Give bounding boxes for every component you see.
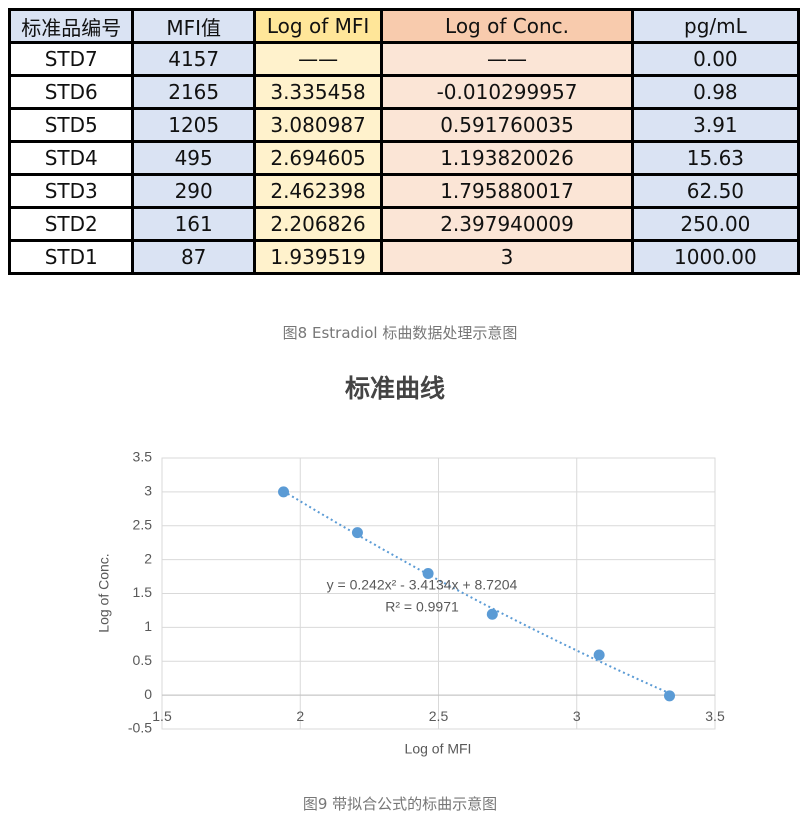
- table-row-cell: STD6: [7, 74, 135, 110]
- table-row-cell: 3.335458: [252, 74, 384, 110]
- table-row-cell: 250.00: [630, 206, 800, 242]
- table-row-cell: STD2: [7, 206, 135, 242]
- table-row-cell: STD4: [7, 140, 135, 176]
- table-row-cell: 2.462398: [252, 173, 384, 209]
- x-tick-label: 3: [573, 708, 581, 724]
- data-point: [593, 649, 605, 661]
- table-row-cell: STD1: [7, 239, 135, 275]
- table-row-cell: 2165: [131, 74, 256, 110]
- table-row: STD2 161 2.206826 2.397940009 250.00: [7, 206, 800, 242]
- table-row-cell: 87: [131, 239, 256, 275]
- table-row-cell: 1205: [131, 107, 256, 143]
- data-table: 标准品编号 MFI值 Log of MFI Log of Conc. pg/mL STD7…: [7, 8, 800, 275]
- x-tick-label: 2.5: [429, 708, 449, 724]
- trendline-r2: R² = 0.9971: [385, 599, 459, 615]
- header-row-cell: pg/mL: [630, 8, 800, 44]
- table-row-cell: -0.010299957: [380, 74, 634, 110]
- table-row-cell: 0.591760035: [380, 107, 634, 143]
- y-tick-label: 0.5: [133, 652, 153, 668]
- table-row-cell: ——: [252, 41, 384, 77]
- y-tick-label: 2: [144, 550, 152, 566]
- y-tick-label: 1: [144, 618, 152, 634]
- table-row: STD7 4157 —— —— 0.00: [7, 41, 800, 77]
- table-row-cell: 1.939519: [252, 239, 384, 275]
- table-row-cell: 290: [131, 173, 256, 209]
- chart-caption: 图9 带拟合公式的标曲示意图: [302, 795, 498, 813]
- chart: 标准曲线 Log of MFI Log of Conc. -0.5 0 0.5 1 1.…: [96, 374, 725, 757]
- data-point: [351, 527, 363, 539]
- table-row-cell: 2.397940009: [380, 206, 634, 242]
- table-row-cell: STD3: [7, 173, 135, 209]
- table-caption: 图8 Estradiol 标曲数据处理示意图: [282, 324, 518, 342]
- x-tick-label: 1.5: [152, 708, 172, 724]
- table-row-cell: 2.694605: [252, 140, 384, 176]
- chart-title: 标准曲线: [345, 374, 445, 403]
- trendline-equation: y = 0.242x² - 3.4134x + 8.7204: [327, 577, 518, 593]
- y-tick-label: 0: [144, 686, 152, 702]
- y-tick-label: 3: [144, 483, 152, 499]
- trendline: [282, 490, 670, 695]
- y-tick-label: 2.5: [133, 516, 153, 532]
- header-row-cell: 标准品编号: [7, 8, 135, 44]
- data-point: [664, 690, 676, 702]
- table-row: STD3 290 2.462398 1.795880017 62.50: [7, 173, 800, 209]
- table-row-cell: 62.50: [630, 173, 800, 209]
- data-point: [486, 608, 498, 620]
- header-row-cell: Log of MFI: [252, 8, 384, 44]
- table-row-cell: 3.91: [630, 107, 800, 143]
- x-tick-label: 2: [296, 708, 304, 724]
- data-point: [422, 567, 434, 579]
- table-row-cell: 161: [131, 206, 256, 242]
- table-row-cell: 1.795880017: [380, 173, 634, 209]
- table-row: STD5 1205 3.080987 0.591760035 3.91: [7, 107, 800, 143]
- table-row-cell: 0.00: [630, 41, 800, 77]
- table-row-cell: 1000.00: [630, 239, 800, 275]
- table-row-cell: 0.98: [630, 74, 800, 110]
- table-row-cell: 4157: [131, 41, 256, 77]
- header-row-cell: MFI值: [131, 8, 256, 44]
- table-row-cell: 495: [131, 140, 256, 176]
- header-row: 标准品编号 MFI值 Log of MFI Log of Conc. pg/mL: [7, 8, 800, 44]
- table-row-cell: STD7: [7, 41, 135, 77]
- x-tick-label: 3.5: [705, 708, 725, 724]
- table-row-cell: STD5: [7, 107, 135, 143]
- table-row: STD1 87 1.939519 3 1000.00: [7, 239, 800, 275]
- table-row-cell: 1.193820026: [380, 140, 634, 176]
- y-tick-label: 1.5: [133, 584, 153, 600]
- y-tick-label: 3.5: [133, 449, 153, 465]
- table-row: STD4 495 2.694605 1.193820026 15.63: [7, 140, 800, 176]
- table-row: STD6 2165 3.335458 -0.010299957 0.98: [7, 74, 800, 110]
- table-row-cell: 3: [380, 239, 634, 275]
- y-axis-label: Log of Conc.: [96, 553, 112, 632]
- header-row-cell: Log of Conc.: [380, 8, 634, 44]
- y-tick-label: -0.5: [128, 720, 152, 736]
- table-row-cell: 2.206826: [252, 206, 384, 242]
- table-row-cell: ——: [380, 41, 634, 77]
- data-point: [278, 486, 290, 498]
- table-row-cell: 3.080987: [252, 107, 384, 143]
- table-row-cell: 15.63: [630, 140, 800, 176]
- x-axis-label: Log of MFI: [405, 741, 472, 757]
